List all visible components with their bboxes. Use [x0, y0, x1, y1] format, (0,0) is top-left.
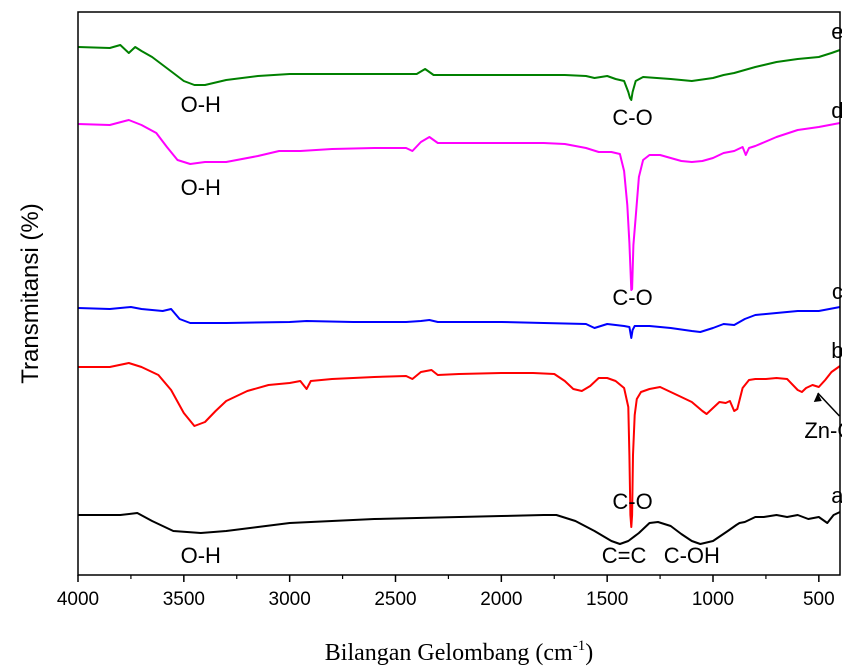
- x-axis-label-close: ): [585, 640, 593, 666]
- annotation-c-c: C=C: [602, 543, 647, 568]
- x-tick-label: 1500: [586, 589, 628, 610]
- series-line-b: [78, 362, 841, 528]
- x-tick-label: 500: [803, 589, 835, 610]
- x-tick-label: 4000: [57, 589, 99, 610]
- x-axis-label-sup: -1: [573, 638, 586, 654]
- x-tick-label: 3500: [163, 589, 205, 610]
- series-label-b: b: [831, 338, 842, 363]
- y-axis-label: Transmitansi (%): [17, 203, 44, 383]
- annotation-o-h: O-H: [181, 92, 221, 117]
- annotation-o-h: O-H: [181, 543, 221, 568]
- annotation-c-o: C-O: [612, 285, 652, 310]
- x-axis-label: Bilangan Gelombang (cm-1): [325, 638, 593, 666]
- x-tick-label: 3000: [269, 589, 311, 610]
- annotation-c-o: C-O: [612, 489, 652, 514]
- annotation-c-oh: C-OH: [664, 543, 720, 568]
- series-line-a: [78, 511, 841, 545]
- series-label-a: a: [831, 483, 842, 508]
- x-tick-label: 2500: [374, 589, 416, 610]
- x-tick-label: 2000: [480, 589, 522, 610]
- annotation-o-h: O-H: [181, 175, 221, 200]
- annotation-c-o: C-O: [612, 105, 652, 130]
- zn-o-arrow-head: [813, 393, 822, 402]
- x-axis-label-main: Bilangan Gelombang (cm: [325, 640, 573, 666]
- x-axis-ticks: 4000 3500 3000 2500 2000 1500 1000 500: [57, 575, 835, 610]
- x-tick-label: 1000: [692, 589, 734, 610]
- plot-frame: [77, 11, 841, 576]
- zn-o-arrow-shaft: [817, 392, 840, 417]
- series-line-c: [77, 306, 841, 339]
- series-label-c: c: [832, 279, 842, 304]
- series-label-e: e: [831, 19, 842, 44]
- series-label-d: d: [831, 98, 842, 123]
- series-line-e: [77, 44, 841, 101]
- annotation-zn-o: Zn-O: [804, 418, 842, 443]
- series-line-d: [77, 119, 841, 291]
- plot-area: e d c b a O-H C-O O-H C-O C-O Zn-O O-H C=C C-OH: [77, 19, 842, 568]
